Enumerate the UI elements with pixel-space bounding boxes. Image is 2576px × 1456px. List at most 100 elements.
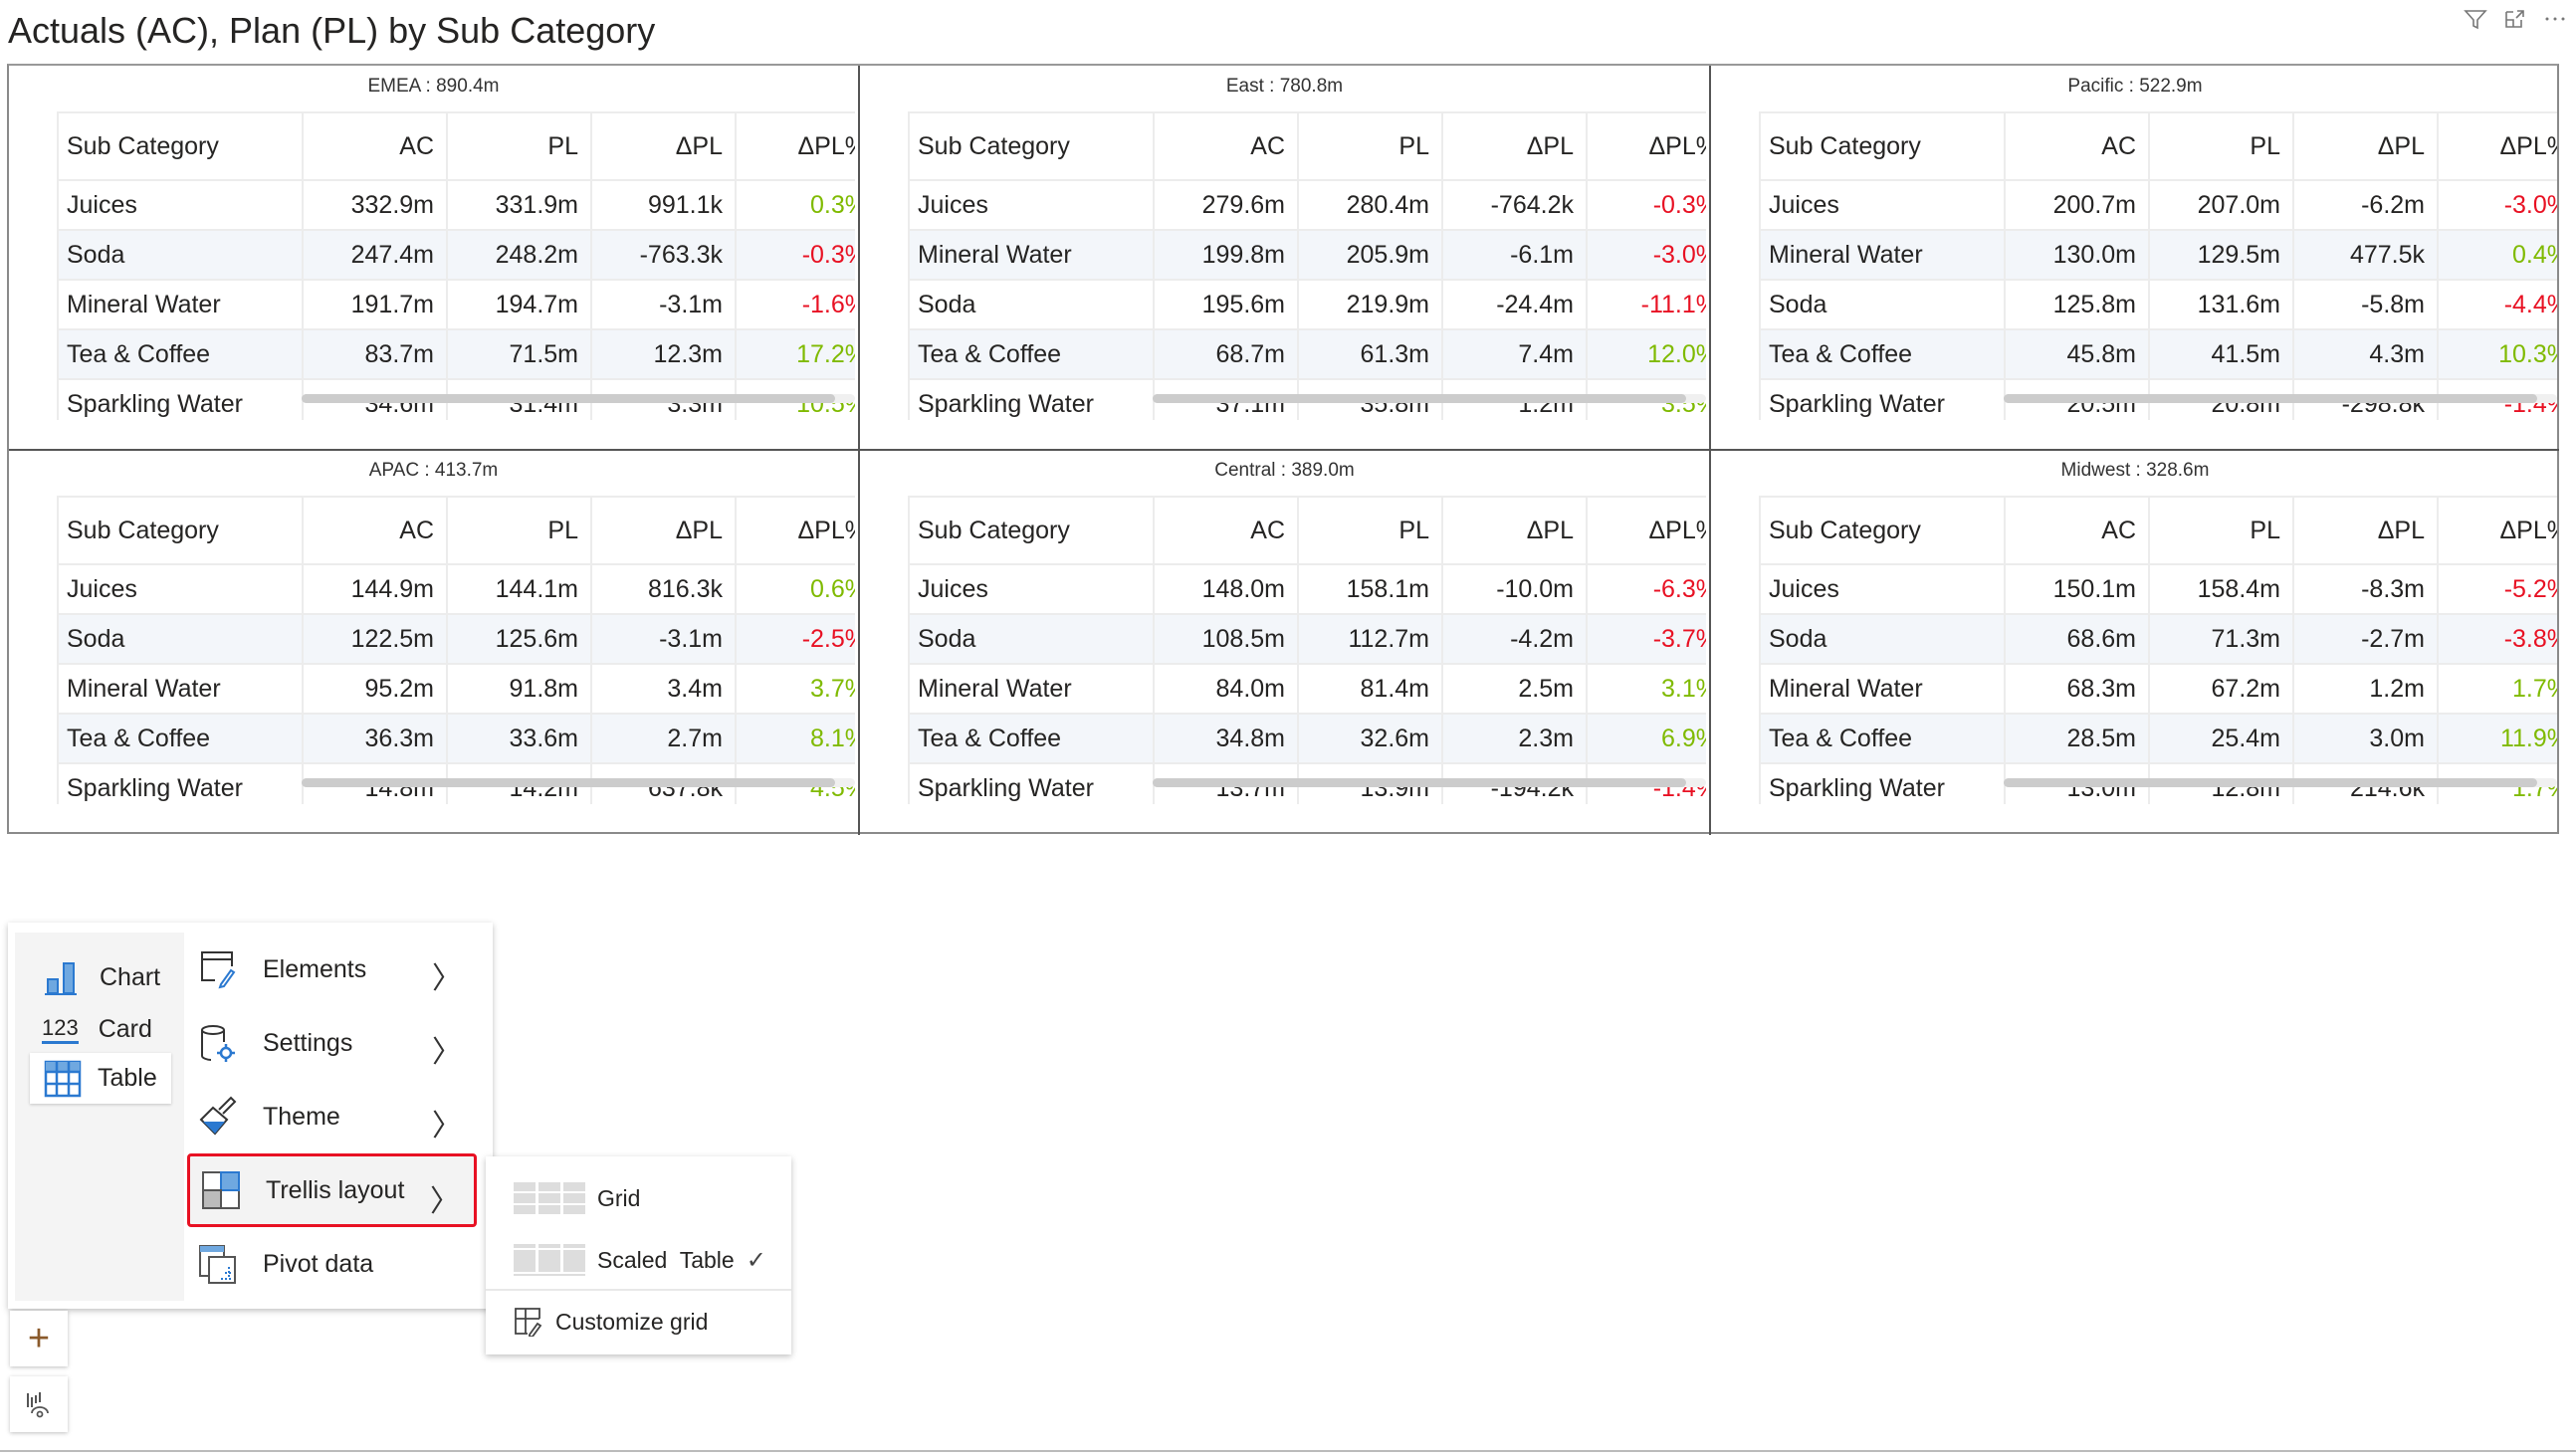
table-cell: 12.3m [590, 328, 737, 380]
trellis-icon [202, 1171, 240, 1209]
theme-brush-icon [199, 1096, 237, 1136]
column-header[interactable]: ΔPL% [1586, 496, 1706, 565]
table-cell: 6.9% [1586, 713, 1706, 764]
column-header[interactable]: Sub Category [57, 111, 304, 181]
column-header[interactable]: Sub Category [1759, 496, 2006, 565]
menu-item-elements[interactable]: Elements 〉 [187, 934, 476, 1005]
table-cell: -5.8m [2292, 279, 2439, 330]
column-header[interactable]: AC [2004, 496, 2150, 565]
insights-button[interactable] [10, 1376, 68, 1432]
table-cell: 45.8m [2004, 328, 2150, 380]
column-header[interactable]: PL [1297, 496, 1443, 565]
table-cell: -5.2% [2437, 563, 2557, 615]
column-header[interactable]: AC [2004, 111, 2150, 181]
table-cell: 68.6m [2004, 613, 2150, 665]
data-table: Sub CategoryACPLΔPLΔPL%Juices144.9m144.1… [57, 496, 855, 804]
panel-table-wrapper: Sub CategoryACPLΔPLΔPL%Juices148.0m158.1… [908, 496, 1706, 804]
table-cell: 28.5m [2004, 713, 2150, 764]
settings-icon [201, 1025, 235, 1062]
table-cell: 34.8m [1153, 713, 1299, 764]
column-header[interactable]: AC [302, 496, 448, 565]
table-cell: 112.7m [1297, 613, 1443, 665]
chevron-right-icon: 〉 [432, 1036, 462, 1069]
focus-mode-icon[interactable] [2500, 4, 2530, 34]
column-header[interactable]: Sub Category [57, 496, 304, 565]
filter-icon[interactable] [2461, 4, 2490, 34]
horizontal-scrollbar[interactable] [1153, 778, 1686, 787]
add-button[interactable]: + [10, 1311, 68, 1366]
column-header[interactable]: ΔPL% [2437, 111, 2557, 181]
column-header[interactable]: PL [446, 496, 592, 565]
column-header[interactable]: PL [446, 111, 592, 181]
table-cell: 144.9m [302, 563, 448, 615]
table-cell: 68.7m [1153, 328, 1299, 380]
table-cell: Sparkling Water [57, 378, 304, 420]
table-cell: Sparkling Water [908, 378, 1155, 420]
submenu-item-grid[interactable]: Grid [486, 1166, 791, 1230]
visual-type-column: Chart 123 Card Table [15, 933, 184, 1301]
column-header[interactable]: ΔPL [1441, 496, 1588, 565]
table-cell: Sparkling Water [1759, 378, 2006, 420]
table-cell: 95.2m [302, 663, 448, 715]
horizontal-scrollbar[interactable] [2004, 778, 2537, 787]
column-header[interactable]: ΔPL [2292, 111, 2439, 181]
column-header[interactable]: ΔPL% [1586, 111, 1706, 181]
column-header[interactable]: PL [1297, 111, 1443, 181]
visual-type-table[interactable]: Table [30, 1053, 171, 1104]
column-header[interactable]: ΔPL [590, 496, 737, 565]
table-cell: 130.0m [2004, 229, 2150, 281]
column-header[interactable]: ΔPL% [735, 111, 855, 181]
canvas-bottom-border [0, 1450, 2576, 1452]
more-options-icon[interactable] [2541, 4, 2571, 34]
menu-item-trellis-layout[interactable]: Trellis layout 〉 [187, 1153, 477, 1227]
column-header[interactable]: ΔPL% [2437, 496, 2557, 565]
submenu-item-customize-grid[interactable]: Customize grid [486, 1292, 791, 1352]
horizontal-scrollbar[interactable] [302, 778, 835, 787]
column-header[interactable]: AC [1153, 496, 1299, 565]
table-cell: 158.4m [2148, 563, 2294, 615]
column-header[interactable]: Sub Category [908, 111, 1155, 181]
menu-item-theme[interactable]: Theme 〉 [187, 1081, 476, 1152]
column-header[interactable]: PL [2148, 496, 2294, 565]
visual-type-chart[interactable]: Chart [30, 952, 171, 1003]
menu-item-pivot-data[interactable]: Pivot data [187, 1228, 476, 1300]
column-header[interactable]: ΔPL [590, 111, 737, 181]
column-header[interactable]: Sub Category [1759, 111, 2006, 181]
table-cell: Mineral Water [57, 663, 304, 715]
visual-type-card[interactable]: 123 Card [30, 1004, 171, 1055]
column-header[interactable]: ΔPL [1441, 111, 1588, 181]
visual-title: Actuals (AC), Plan (PL) by Sub Category [8, 10, 656, 51]
table-cell: 91.8m [446, 663, 592, 715]
panel-title: East : 780.8m [1225, 76, 1344, 97]
column-header[interactable]: ΔPL [2292, 496, 2439, 565]
table-cell: Soda [1759, 279, 2006, 330]
table-cell: Tea & Coffee [57, 328, 304, 380]
column-header[interactable]: PL [2148, 111, 2294, 181]
horizontal-scrollbar[interactable] [2004, 394, 2537, 403]
table-cell: 67.2m [2148, 663, 2294, 715]
data-table: Sub CategoryACPLΔPLΔPL%Juices279.6m280.4… [908, 111, 1706, 420]
visual-type-label: Chart [100, 963, 161, 991]
horizontal-scrollbar[interactable] [1153, 394, 1686, 403]
submenu-item-scaled-table[interactable]: Scaled Table ✓ [486, 1231, 791, 1289]
column-header[interactable]: AC [302, 111, 448, 181]
column-header[interactable]: AC [1153, 111, 1299, 181]
table-cell: -764.2k [1441, 179, 1588, 231]
column-header[interactable]: Sub Category [908, 496, 1155, 565]
menu-item-settings[interactable]: Settings 〉 [187, 1007, 476, 1079]
column-header[interactable]: ΔPL% [735, 496, 855, 565]
table-cell: -2.5% [735, 613, 855, 665]
visual-menu: Chart 123 Card Table Elements 〉 Settings 〉… [8, 923, 493, 1309]
horizontal-scrollbar[interactable] [302, 394, 835, 403]
